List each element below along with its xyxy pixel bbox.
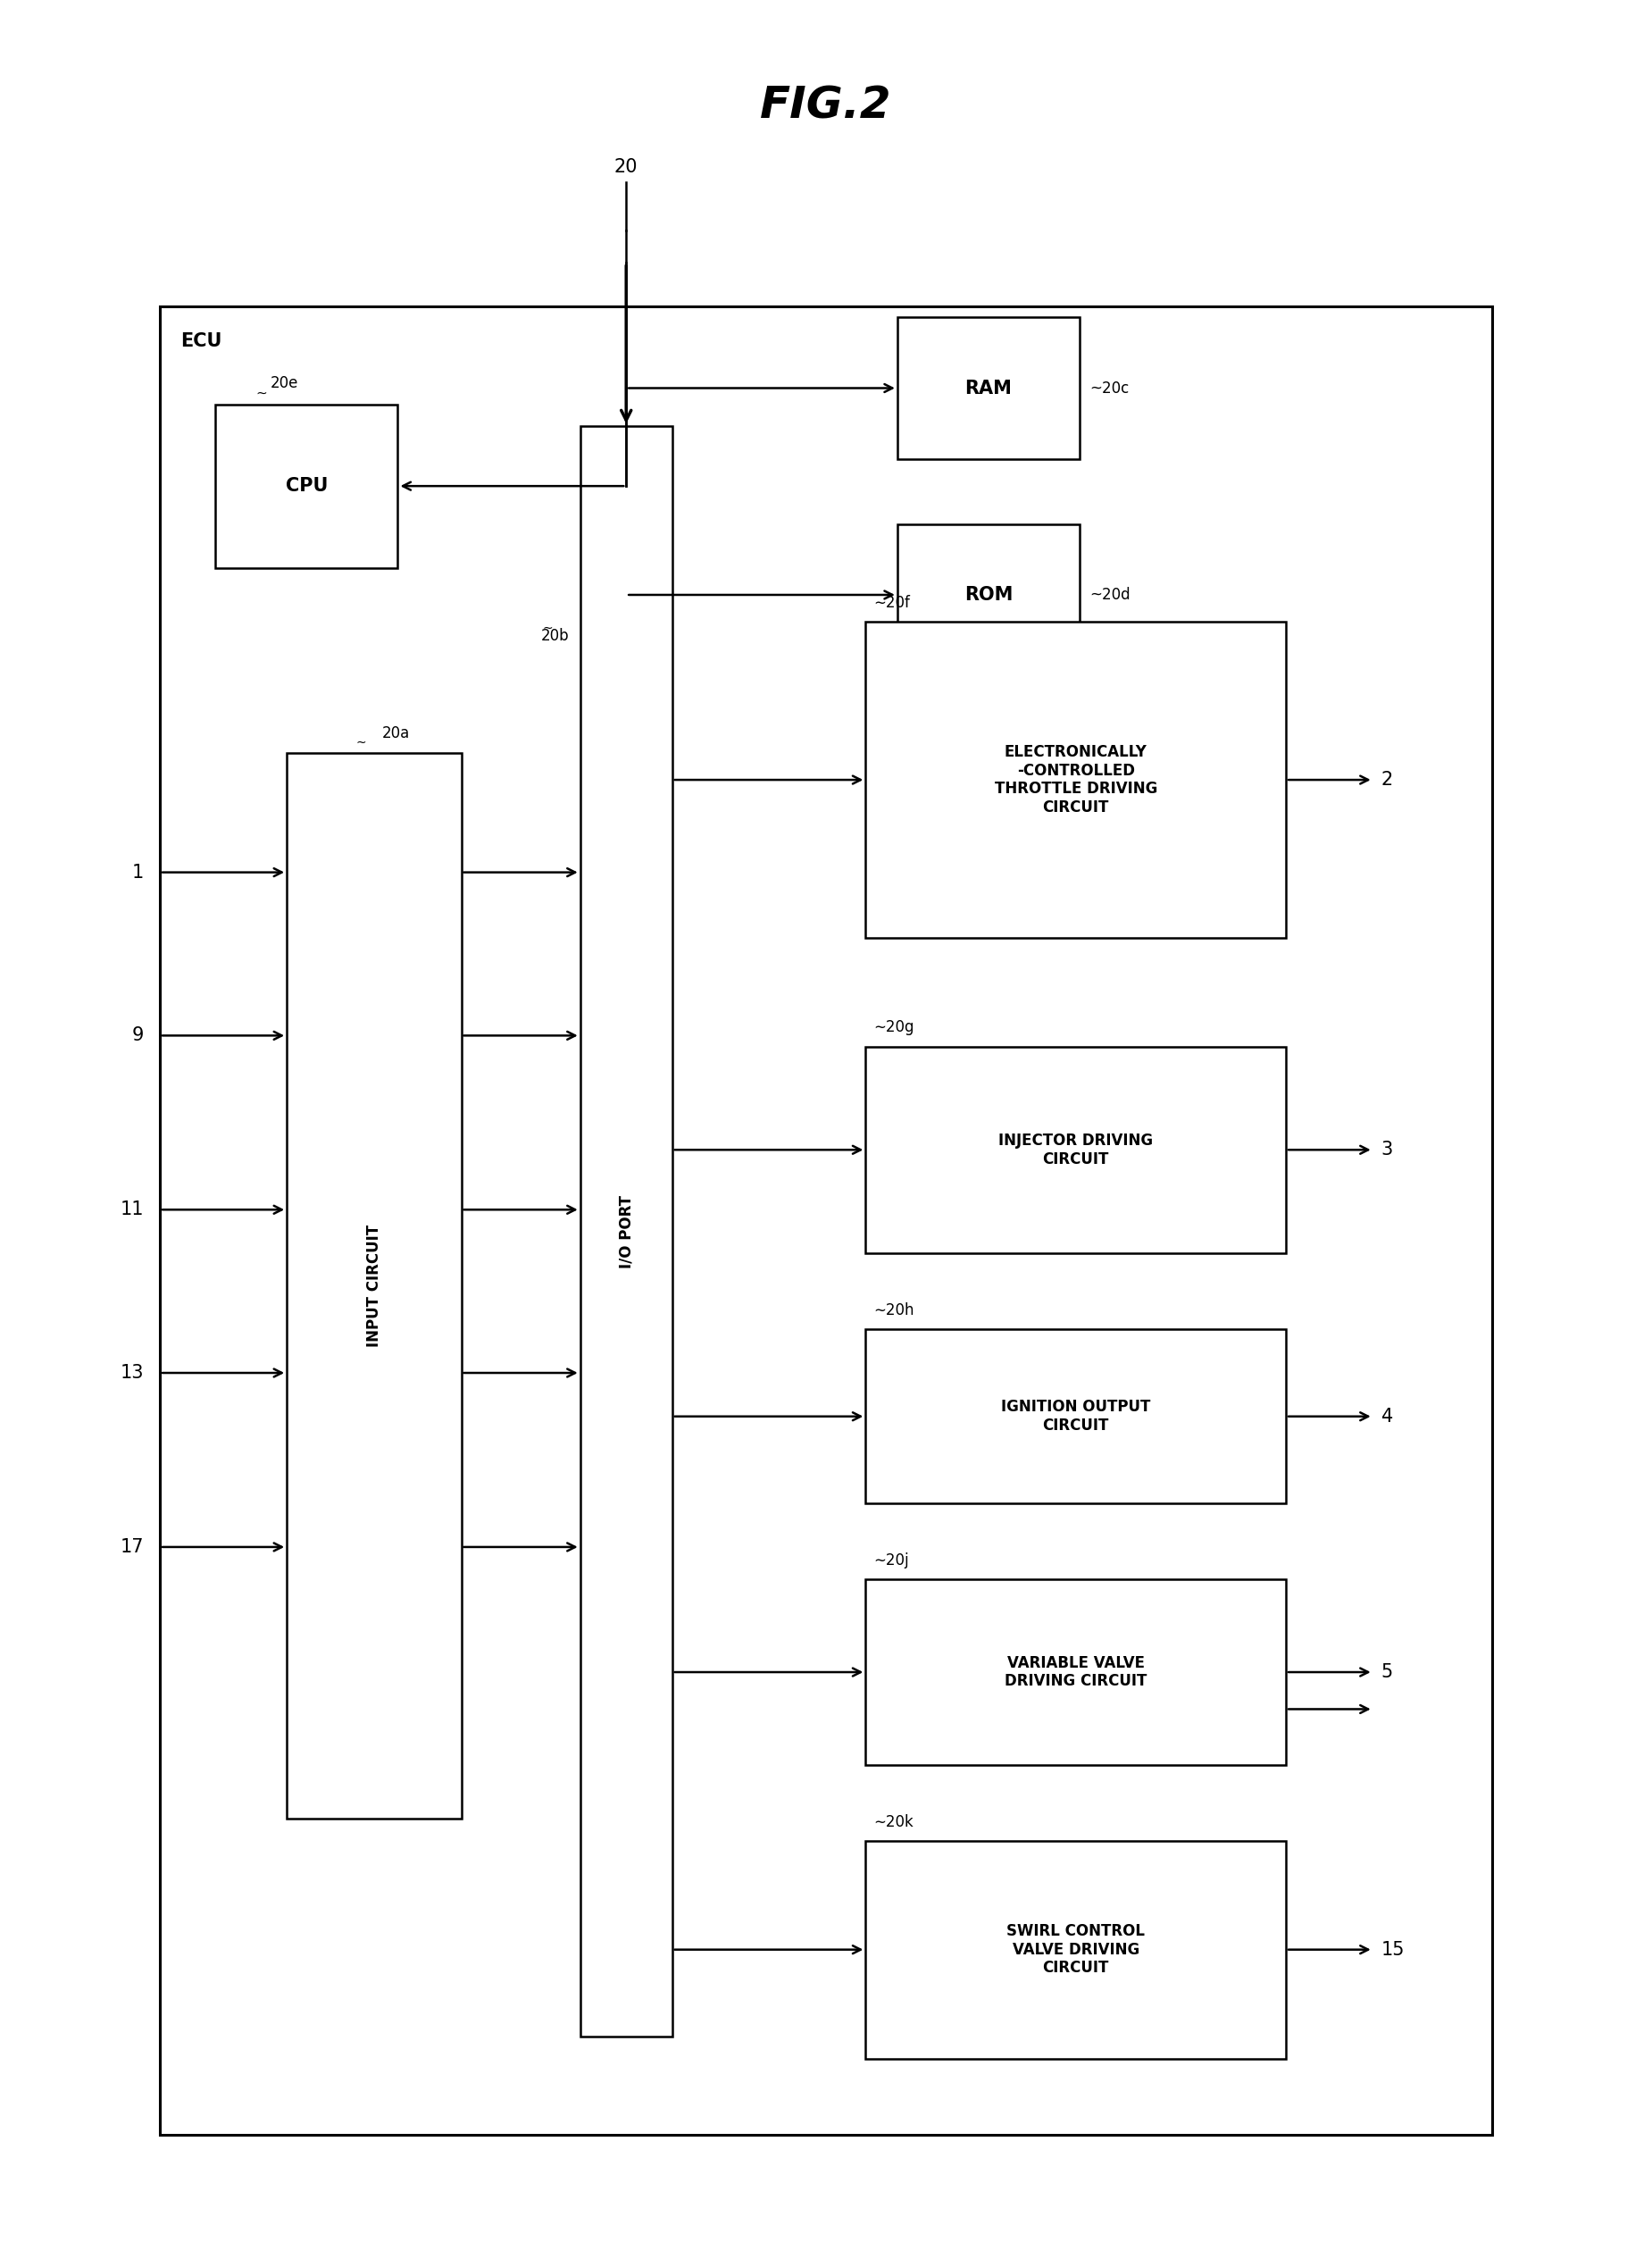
Text: ROM: ROM [965,585,1013,603]
Text: ∼20h: ∼20h [874,1304,914,1319]
Bar [897,317,1080,458]
Text: 17: 17 [121,1537,144,1555]
Bar [866,621,1285,939]
Bar [160,306,1492,2136]
Text: ~20d: ~20d [1089,587,1130,603]
Text: INJECTOR DRIVING
CIRCUIT: INJECTOR DRIVING CIRCUIT [998,1134,1153,1168]
Text: ∼20j: ∼20j [874,1553,909,1569]
Bar [866,1841,1285,2058]
Text: 3: 3 [1381,1140,1393,1158]
Bar [866,1047,1285,1254]
Text: 15: 15 [1381,1941,1404,1959]
Bar [287,753,461,1818]
Bar [215,404,398,567]
Text: 20a: 20a [382,725,410,741]
Bar [897,524,1080,666]
Text: 11: 11 [121,1202,144,1220]
Text: ∼: ∼ [355,737,367,748]
Text: INPUT CIRCUIT: INPUT CIRCUIT [367,1224,382,1347]
Text: ∼: ∼ [256,388,268,399]
Text: 4: 4 [1381,1408,1393,1426]
Text: 20e: 20e [271,376,297,392]
Text: 20b: 20b [540,628,568,644]
Text: RAM: RAM [965,379,1013,397]
Text: ELECTRONICALLY
-CONTROLLED
THROTTLE DRIVING
CIRCUIT: ELECTRONICALLY -CONTROLLED THROTTLE DRIV… [995,744,1156,816]
Text: CPU: CPU [286,476,327,494]
Text: 20: 20 [615,159,638,177]
Text: ∼20k: ∼20k [874,1814,914,1829]
Text: 1: 1 [132,864,144,882]
Text: IGNITION OUTPUT
CIRCUIT: IGNITION OUTPUT CIRCUIT [1001,1399,1150,1433]
Text: 13: 13 [121,1365,144,1383]
Text: I/O PORT: I/O PORT [618,1195,634,1267]
Text: 9: 9 [132,1027,144,1045]
Text: ∼20f: ∼20f [874,596,910,612]
Text: SWIRL CONTROL
VALVE DRIVING
CIRCUIT: SWIRL CONTROL VALVE DRIVING CIRCUIT [1006,1922,1145,1977]
Text: ~20c: ~20c [1089,381,1128,397]
Text: VARIABLE VALVE
DRIVING CIRCUIT: VARIABLE VALVE DRIVING CIRCUIT [1004,1655,1146,1689]
Text: ∼: ∼ [544,621,553,635]
Text: ECU: ECU [180,333,221,351]
Text: ∼20g: ∼20g [874,1020,914,1036]
Text: FIG.2: FIG.2 [760,84,892,127]
Text: 5: 5 [1381,1664,1393,1682]
Bar [580,426,672,2036]
Bar [866,1328,1285,1503]
Text: 2: 2 [1381,771,1393,789]
Bar [866,1580,1285,1764]
